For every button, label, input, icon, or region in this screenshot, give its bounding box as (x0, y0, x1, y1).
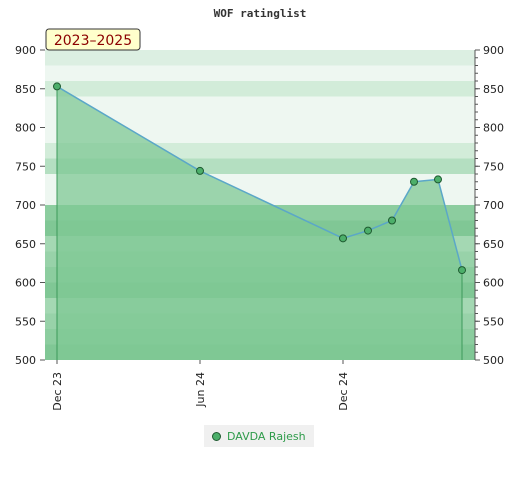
y-tick-label: 650 (15, 238, 36, 251)
background-band (45, 81, 475, 97)
y-tick-label: 800 (15, 122, 36, 135)
range-badge: 2023–2025 (45, 28, 141, 51)
y-tick-label: 700 (15, 199, 36, 212)
y-tick-label-right: 900 (483, 44, 504, 57)
rating-area (57, 86, 462, 361)
legend-marker-icon (212, 431, 221, 441)
data-points (53, 82, 466, 360)
x-tick-label: Jun 24 (194, 372, 207, 408)
data-point (53, 82, 61, 91)
y-tick-label-right: 600 (483, 277, 504, 290)
legend: DAVDA Rajesh (204, 425, 314, 447)
x-axis: Dec 23 Jun 24 Dec 24 (51, 360, 350, 411)
y-tick-label-right: 850 (483, 83, 504, 96)
data-point (458, 266, 466, 275)
y-tick-label: 600 (15, 277, 36, 290)
x-tick-label: Dec 23 (51, 372, 64, 411)
y-tick-label-right: 550 (483, 315, 504, 328)
data-point (364, 226, 372, 235)
y-tick-label: 500 (15, 354, 36, 367)
y-tick-label: 850 (15, 83, 36, 96)
y-axis-right: 500 550 600 650 700 750 800 850 900 (474, 44, 504, 367)
background-band (45, 112, 475, 128)
y-tick-label-right: 800 (483, 122, 504, 135)
y-tick-label: 900 (15, 44, 36, 57)
y-tick-label-right: 650 (483, 238, 504, 251)
data-point (410, 177, 418, 186)
background-band (45, 65, 475, 81)
data-point (434, 175, 442, 184)
range-badge-label: 2023–2025 (54, 33, 132, 49)
y-tick-label: 750 (15, 160, 36, 173)
data-point (388, 216, 396, 225)
background-band (45, 127, 475, 143)
y-tick-label-right: 750 (483, 160, 504, 173)
y-tick-label-right: 700 (483, 199, 504, 212)
y-axis-left: 500 550 600 650 700 750 800 850 900 (15, 44, 45, 367)
background-band (45, 96, 475, 112)
data-point (196, 166, 204, 175)
x-tick-label: Dec 24 (337, 372, 350, 411)
rating-line (56, 85, 463, 271)
legend-series-name: DAVDA Rajesh (227, 429, 306, 443)
y-tick-label-right: 500 (483, 354, 504, 367)
chart-title: WOF ratinglist (214, 7, 307, 20)
y-tick-label: 550 (15, 315, 36, 328)
background-band (45, 50, 475, 66)
data-point (339, 234, 347, 243)
